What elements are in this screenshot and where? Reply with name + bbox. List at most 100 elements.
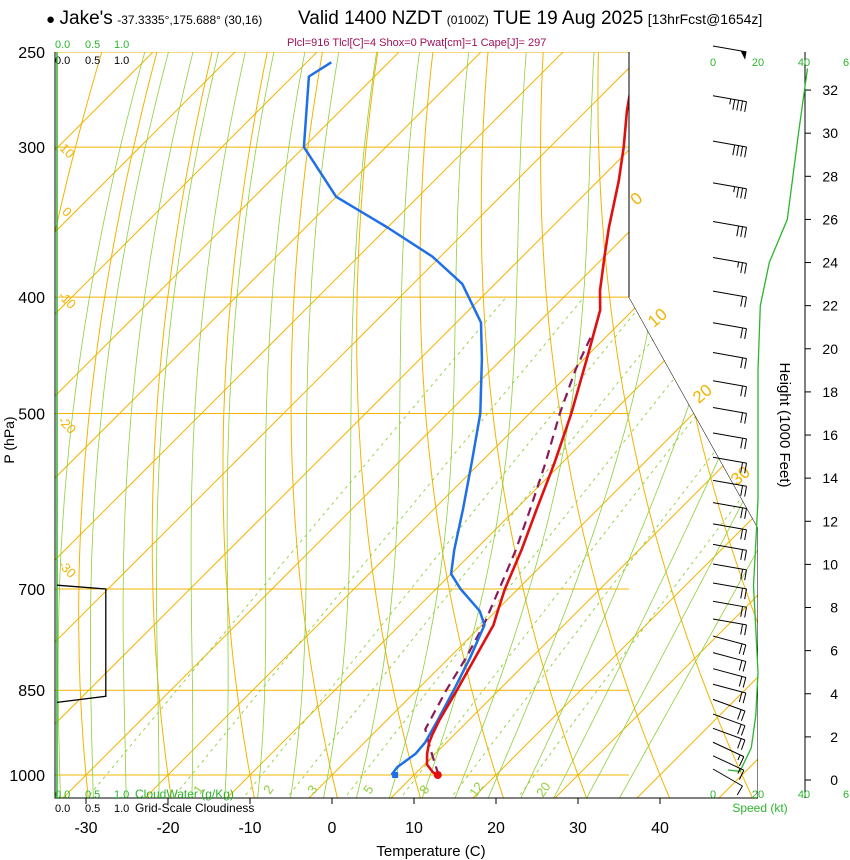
wind-barb xyxy=(712,635,747,656)
cloudiness-profile xyxy=(56,584,107,704)
wind-barb-flag xyxy=(740,485,744,496)
wind-barb xyxy=(712,563,747,581)
wind-barb-flag xyxy=(738,676,743,687)
wind-barb-shaft xyxy=(712,407,747,414)
diagram-right-edge xyxy=(628,52,758,798)
dewpoint-line xyxy=(302,61,486,777)
cloudiness-scale-top: 0.5 xyxy=(85,55,100,67)
wind-barb-flag xyxy=(740,146,744,157)
pressure-tick-label: 850 xyxy=(18,683,45,700)
wind-barb-flag xyxy=(738,660,743,671)
isotherm-label: 10 xyxy=(57,140,78,161)
dry-adiabat-line xyxy=(539,52,672,798)
wind-barb-flag xyxy=(744,624,747,636)
speed-tick-bottom: 40 xyxy=(798,789,810,801)
mixing-ratio-line xyxy=(398,296,758,798)
dry-adiabat-line xyxy=(653,52,758,798)
wind-barb-flag xyxy=(744,438,747,450)
x-tick-label: 40 xyxy=(651,820,669,837)
valid-date: TUE 19 Aug 2025 xyxy=(493,8,644,29)
dry-adiabat-label: 20 xyxy=(689,380,716,407)
wind-barb-half-flag xyxy=(737,768,741,774)
height-tick-label: 24 xyxy=(822,255,838,271)
wind-barb-shaft xyxy=(712,652,746,662)
moist-adiabat-line xyxy=(519,52,758,798)
speed-tick-top: 40 xyxy=(798,57,810,69)
wind-barb-flag xyxy=(744,227,747,238)
isotherm-label: -10 xyxy=(55,288,79,312)
mixing-ratio-line xyxy=(240,296,649,798)
wind-barb-flag xyxy=(740,569,744,580)
wind-barb-shaft xyxy=(712,479,747,487)
cloudwater-label: CloudWater (g/Kg) xyxy=(135,787,234,801)
wind-barb-flag xyxy=(744,463,747,474)
dry-adiabat-line xyxy=(597,52,755,798)
valid-time: Valid 1400 NZDT xyxy=(298,8,443,29)
wind-barb-flag xyxy=(744,550,747,561)
wind-speed-profile xyxy=(727,68,809,773)
isotherm-line xyxy=(55,52,585,798)
wind-barb-shaft xyxy=(712,432,747,440)
wind-barb-flag xyxy=(736,145,740,156)
site-coords: -37.3335°,175.688° (30,16) xyxy=(117,13,263,27)
pressure-tick-label: 400 xyxy=(18,290,45,307)
forecast-hour: [13hrFcst@1654z] xyxy=(647,11,763,27)
parcel-path xyxy=(424,334,593,776)
moist-adiabat-line xyxy=(355,52,423,798)
wind-barb-flag xyxy=(738,756,745,767)
wind-barb-flag xyxy=(744,358,747,369)
wind-barb xyxy=(712,432,747,450)
wind-barb-flag xyxy=(738,643,743,655)
wind-barb-shaft xyxy=(712,768,743,787)
speed-tick-top: 0 xyxy=(710,57,716,69)
wind-barb xyxy=(712,582,747,600)
wind-barb-flag xyxy=(744,188,747,200)
isotherm-line xyxy=(55,52,749,798)
isotherm-line xyxy=(55,52,339,798)
height-tick-label: 26 xyxy=(822,211,838,227)
dry-adiabat-line xyxy=(222,52,273,798)
isotherm-label: -30 xyxy=(55,557,79,581)
mixing-ratio-line xyxy=(84,296,507,798)
wind-barb xyxy=(712,220,747,238)
moist-adiabat-line xyxy=(421,52,529,798)
isotherm-line xyxy=(306,52,758,798)
wind-barb-shaft xyxy=(712,523,747,531)
wind-barb xyxy=(712,543,747,561)
height-tick-label: 30 xyxy=(822,125,838,141)
wind-barb-shaft xyxy=(712,582,747,590)
isotherm-line xyxy=(55,52,667,798)
height-tick-label: 4 xyxy=(830,686,838,702)
wind-barb xyxy=(712,727,746,750)
dry-adiabat-line xyxy=(356,52,422,798)
wind-barb-flag xyxy=(744,413,747,424)
isotherm-line xyxy=(55,52,503,798)
wind-barb xyxy=(712,380,747,397)
wind-barb xyxy=(712,140,747,158)
moist-adiabat-line xyxy=(289,52,343,798)
surface-temperature-marker xyxy=(433,771,442,779)
pressure-tick-label: 300 xyxy=(18,140,45,157)
wind-barb-flag xyxy=(737,724,742,735)
pressure-tick-label: 1000 xyxy=(9,768,45,785)
dry-adiabat-line xyxy=(151,52,218,798)
wind-barb-flag xyxy=(744,508,747,519)
moist-adiabat-line xyxy=(156,52,224,798)
moist-adiabat-line xyxy=(224,52,279,798)
isotherm-line xyxy=(388,52,758,798)
cloudwater-scale-bottom: 0.0 xyxy=(55,789,70,801)
wind-barb xyxy=(712,698,746,721)
mixing-ratio-line xyxy=(448,296,758,798)
cloudiness-scale-bottom: 1.0 xyxy=(114,803,129,815)
wind-barb-flag xyxy=(738,769,745,780)
wind-barb-flag xyxy=(740,357,744,369)
cloudiness-scale-bottom: 0.5 xyxy=(85,803,100,815)
dry-adiabat-line xyxy=(480,52,588,798)
wind-barb xyxy=(712,652,747,672)
mixing-ratio-label: 12 xyxy=(466,779,487,799)
wind-barb xyxy=(712,256,747,274)
dry-adiabat-line xyxy=(290,52,339,798)
height-tick-label: 12 xyxy=(822,513,838,529)
dry-adiabat-label: 10 xyxy=(644,304,671,331)
